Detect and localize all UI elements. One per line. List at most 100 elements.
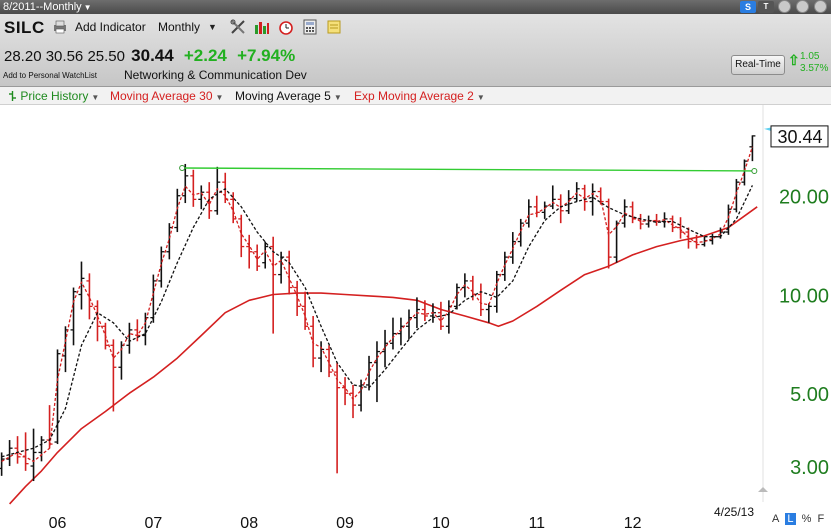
scale-toggle-group: A L % F <box>772 513 827 525</box>
ohlc-bar <box>350 384 357 419</box>
chevron-down-icon: ▼ <box>333 93 342 102</box>
ohlc-bar <box>70 287 77 346</box>
alarm-clock-icon[interactable] <box>278 19 294 35</box>
ohlc-bar <box>326 345 333 378</box>
x-tick-label: 10 <box>432 515 450 530</box>
ohlc-bar <box>493 270 500 313</box>
chevron-down-icon[interactable]: ▼ <box>208 22 217 32</box>
timeframe-selector[interactable]: 8/2011--Monthly ▼ <box>3 0 92 15</box>
chart-style-icon[interactable] <box>254 19 270 35</box>
scroll-up-icon <box>758 487 768 492</box>
price-change: +2.24 <box>183 46 227 65</box>
ohlc-bar <box>158 246 165 288</box>
note-icon[interactable] <box>326 19 342 35</box>
y-tick-label: 10.00 <box>779 285 829 307</box>
ohlc-bar <box>78 261 85 310</box>
x-tick-label: 09 <box>336 515 354 530</box>
ohlc-bar <box>725 204 732 235</box>
ohlc-bar <box>382 329 389 368</box>
ohlc-bar <box>14 436 21 464</box>
price-history-icon <box>9 91 16 101</box>
ohlc-bar <box>589 183 596 216</box>
calculator-icon[interactable] <box>302 19 318 35</box>
price-summary: 28.20 30.56 25.50 30.44 +2.24 +7.94% <box>4 46 295 66</box>
ohlc-bar <box>453 283 460 310</box>
legend-label: Moving Average 5 <box>235 89 331 103</box>
x-tick-label: 08 <box>240 515 258 530</box>
chevron-down-icon: ▼ <box>476 93 485 102</box>
ohlc-bar <box>214 166 221 215</box>
last-date-label: 4/25/13 <box>714 505 754 519</box>
ohlc-bar <box>581 184 588 211</box>
add-watchlist-link[interactable]: Add to Personal WatchList <box>3 71 97 80</box>
y-tick-label: 5.00 <box>790 384 829 406</box>
legend-ma5[interactable]: Moving Average 5 ▼ <box>235 89 342 103</box>
price-chart[interactable]: 3.00 5.00 10.00 20.00 06 07 08 09 10 11 12 4/25/13 3… <box>0 105 831 530</box>
last-price: 30.44 <box>131 46 174 65</box>
quote-header: SILC Add Indicator Monthly ▼ 28.20 30.56… <box>0 14 831 87</box>
add-indicator-button[interactable]: Add Indicator <box>75 20 146 34</box>
ohlc-bar <box>477 283 484 316</box>
ohlc-bar <box>110 339 117 412</box>
ohlc-bar <box>541 201 548 219</box>
ohlc-bar <box>549 185 556 210</box>
ohlc-bar <box>294 280 301 316</box>
indicator-legend: Price History ▼ Moving Average 30 ▼ Moving… <box>0 87 831 105</box>
ohlc-bar <box>389 317 396 350</box>
x-tick-label: 12 <box>624 515 642 530</box>
ohlc-bar <box>190 169 197 207</box>
ohlc-bar <box>126 322 133 354</box>
close-icon[interactable] <box>814 0 827 13</box>
tools-icon[interactable] <box>230 19 246 35</box>
ohlc-bar <box>86 273 93 320</box>
ohlc-bar <box>573 182 580 202</box>
maximize-icon[interactable] <box>796 0 809 13</box>
ohlc-bar <box>485 303 492 323</box>
realtime-change: 1.05 <box>800 51 820 62</box>
ohlc-bar <box>525 199 532 228</box>
symbol-label[interactable]: SILC <box>4 18 45 37</box>
ohlc-bar <box>334 362 341 474</box>
legend-label: Exp Moving Average 2 <box>354 89 474 103</box>
ohlc-bar <box>597 187 604 205</box>
ohlc-bar <box>373 341 380 403</box>
ma5-line <box>1 185 753 458</box>
legend-ma30[interactable]: Moving Average 30 ▼ <box>110 89 223 103</box>
resistance-anchor-start <box>179 164 186 171</box>
t-badge-icon[interactable]: T <box>758 1 774 13</box>
period-select[interactable]: Monthly <box>158 20 201 34</box>
s-badge-icon[interactable]: S <box>740 1 756 13</box>
y-tick-label: 20.00 <box>779 187 829 209</box>
legend-price-history[interactable]: Price History ▼ <box>8 89 99 103</box>
ohlc-bar <box>254 244 261 271</box>
scale-fit-button[interactable]: F <box>817 513 825 525</box>
ohlc-bar <box>94 300 101 342</box>
minimize-icon[interactable] <box>778 0 791 13</box>
ohlc-bar <box>182 163 189 204</box>
timeframe-label: 8/2011--Monthly <box>3 1 82 13</box>
industry-label: Networking & Communication Dev <box>124 68 307 82</box>
last-price-label: 30.44 <box>777 127 822 147</box>
ohlc-bar <box>246 234 253 269</box>
legend-ema2[interactable]: Exp Moving Average 2 ▼ <box>354 89 485 103</box>
last-price-box <box>770 125 829 148</box>
high-price: 30.56 <box>45 48 84 65</box>
low-price: 25.50 <box>87 48 125 65</box>
ohlc-bar <box>733 178 740 213</box>
scale-auto-button[interactable]: A <box>772 513 780 525</box>
ohlc-bar <box>517 218 524 247</box>
ohlc-bar <box>741 159 748 186</box>
ohlc-bar <box>557 194 564 224</box>
printer-icon[interactable] <box>52 19 68 35</box>
chevron-down-icon: ▼ <box>91 93 100 102</box>
legend-label: Price History <box>20 89 89 103</box>
scale-log-button[interactable]: L <box>785 513 796 525</box>
scale-percent-button[interactable]: % <box>801 513 812 525</box>
ohlc-bar <box>270 236 277 334</box>
ohlc-bar <box>613 220 620 263</box>
real-time-button[interactable]: Real-Time <box>731 55 785 75</box>
open-price: 28.20 <box>4 48 42 65</box>
resistance-line <box>182 167 755 172</box>
ohlc-bar <box>302 291 309 330</box>
ohlc-bar <box>421 300 428 322</box>
